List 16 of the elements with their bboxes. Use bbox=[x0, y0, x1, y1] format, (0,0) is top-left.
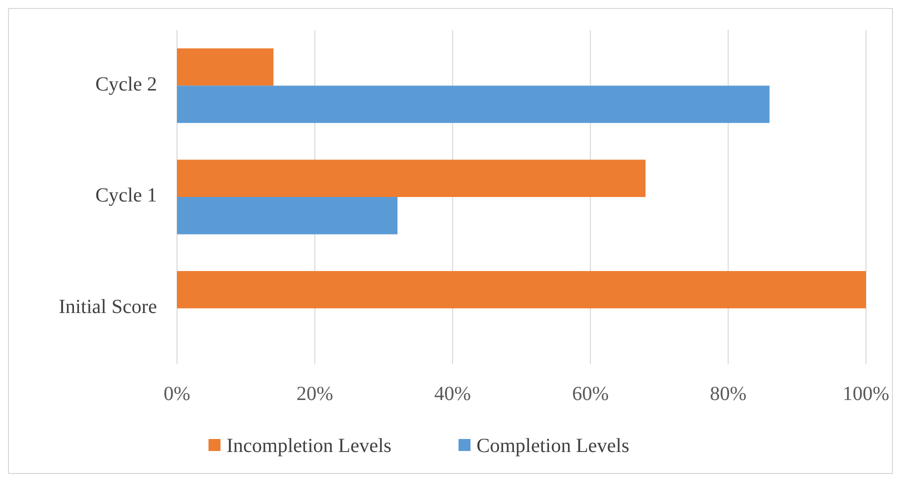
y-tick-label: Cycle 1 bbox=[95, 184, 157, 207]
x-tick-label: 40% bbox=[434, 383, 471, 405]
x-tick-label: 20% bbox=[296, 383, 334, 405]
bar bbox=[177, 160, 646, 197]
bar bbox=[177, 86, 770, 123]
bar bbox=[177, 48, 274, 86]
x-tick-label: 80% bbox=[710, 383, 747, 405]
legend-label: Incompletion Levels bbox=[226, 435, 392, 457]
y-tick-label: Initial Score bbox=[58, 296, 158, 318]
x-tick-label: 60% bbox=[572, 383, 609, 405]
y-tick-label: Cycle 2 bbox=[95, 73, 157, 96]
x-tick-label: 100% bbox=[842, 383, 890, 405]
x-tick-label: 0% bbox=[164, 383, 190, 405]
legend-label: Completion Levels bbox=[476, 435, 630, 457]
bar bbox=[177, 271, 866, 308]
bar bbox=[177, 197, 398, 234]
